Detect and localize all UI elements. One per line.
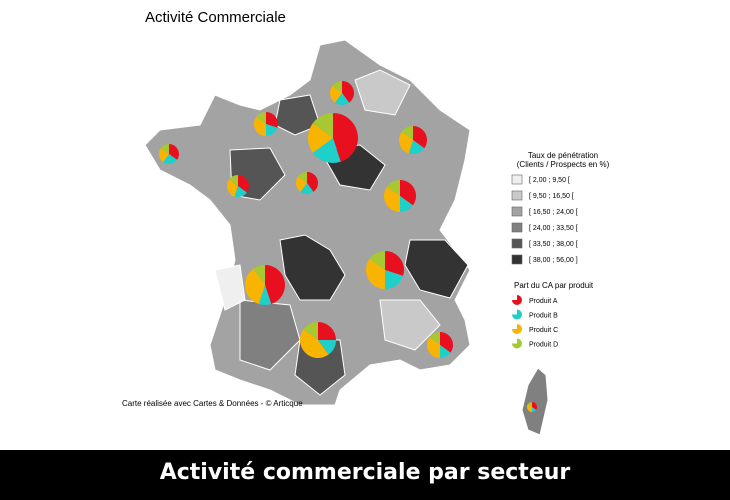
pie-slice xyxy=(332,81,342,93)
legend-swatch xyxy=(511,238,523,249)
pie-slice xyxy=(245,268,265,305)
region xyxy=(239,299,301,371)
pie-slice xyxy=(159,148,169,163)
pie-slice xyxy=(440,345,451,358)
pie-slice xyxy=(303,322,318,340)
pie-slice xyxy=(334,93,350,106)
pie-slice xyxy=(238,175,250,193)
legend-swatch xyxy=(511,174,523,185)
pie-slice xyxy=(342,81,355,103)
pie-slice xyxy=(383,186,400,212)
legend-label: [ 16,50 ; 24,00 [ xyxy=(529,209,578,216)
legend-title: Part du CA par produit xyxy=(514,281,594,290)
pie-slice xyxy=(385,270,404,289)
pie-slice xyxy=(408,140,425,154)
pie-slice xyxy=(163,154,178,164)
legend-label: [ 33,50 ; 38,00 [ xyxy=(529,241,578,248)
legend-swatch xyxy=(511,254,523,265)
region xyxy=(379,299,441,351)
pie-slice xyxy=(429,332,440,345)
pie-slice xyxy=(307,123,333,153)
legend-label: Produit C xyxy=(529,327,558,334)
pie-slice xyxy=(227,179,238,197)
pie-slice xyxy=(413,126,428,149)
pie-slice xyxy=(298,172,307,183)
legend-icon xyxy=(512,324,522,334)
credit: Carte réalisée avec Cartes & Données - ©… xyxy=(122,399,303,408)
pie-slice xyxy=(427,337,440,358)
pie-slice xyxy=(160,144,169,154)
pie-slice xyxy=(387,180,400,196)
pie-slice xyxy=(265,265,285,305)
pie-slice xyxy=(369,251,385,270)
legend-icon xyxy=(512,338,522,349)
pie-slice xyxy=(400,180,416,206)
pie-slice xyxy=(440,332,454,353)
pie-slice xyxy=(333,113,358,162)
legend-swatch xyxy=(511,206,523,217)
legend-title: Taux de pénétration xyxy=(528,151,598,160)
map: Activité Commerciale Carte réalisée avec… xyxy=(122,9,610,436)
legend-icon xyxy=(512,295,522,305)
pie-slice xyxy=(318,340,336,355)
pie-slice xyxy=(532,407,537,412)
pie-slice xyxy=(527,402,532,407)
legend-label: Produit B xyxy=(529,313,558,320)
pies xyxy=(159,81,538,412)
legend: Taux de pénétration(Clients / Prospects … xyxy=(511,151,610,349)
pie-slice xyxy=(299,329,329,359)
pie-slice xyxy=(307,172,318,192)
pie-slice xyxy=(312,113,333,138)
pie-slice xyxy=(169,144,179,160)
legend-icon xyxy=(512,309,522,320)
pie-slice xyxy=(400,196,413,212)
pie-slice xyxy=(385,251,404,276)
region xyxy=(354,69,411,116)
regions xyxy=(144,39,549,436)
pie-slice xyxy=(296,176,307,192)
legend-label: [ 9,50 ; 16,50 [ xyxy=(529,193,574,200)
pie-slice xyxy=(366,258,385,289)
pie-slice xyxy=(399,131,413,154)
pie-slice xyxy=(229,175,238,186)
region xyxy=(404,239,469,299)
pie-slice xyxy=(330,85,342,103)
legend-swatch xyxy=(511,222,523,233)
pie-slice xyxy=(300,183,314,194)
region xyxy=(214,264,246,311)
pie-slice xyxy=(258,285,272,305)
region xyxy=(279,234,346,301)
pie-slice xyxy=(532,402,538,410)
corsica xyxy=(521,367,549,436)
map-title: Activité Commerciale xyxy=(145,9,286,26)
legend-label: [ 38,00 ; 56,00 ] xyxy=(529,257,578,264)
legend-label: Produit D xyxy=(529,342,558,349)
pie-slice xyxy=(234,186,247,197)
pie-slice xyxy=(253,265,265,285)
pie-slice xyxy=(254,116,266,136)
legend-title: (Clients / Prospects en %) xyxy=(517,160,610,169)
pie-slice xyxy=(401,126,413,140)
pie-slice xyxy=(266,124,278,136)
pie-slice xyxy=(527,404,532,412)
pie-slice xyxy=(256,112,266,124)
legend-swatch xyxy=(511,190,523,201)
pie-slice xyxy=(312,138,341,164)
caption: Activité commerciale par secteur xyxy=(0,450,730,500)
pie-slice xyxy=(266,112,278,128)
pie-slice xyxy=(318,322,336,340)
legend-label: [ 24,00 ; 33,50 [ xyxy=(529,225,578,232)
legend-label: Produit A xyxy=(529,298,558,305)
legend-label: [ 2,00 ; 9,50 [ xyxy=(529,177,570,184)
